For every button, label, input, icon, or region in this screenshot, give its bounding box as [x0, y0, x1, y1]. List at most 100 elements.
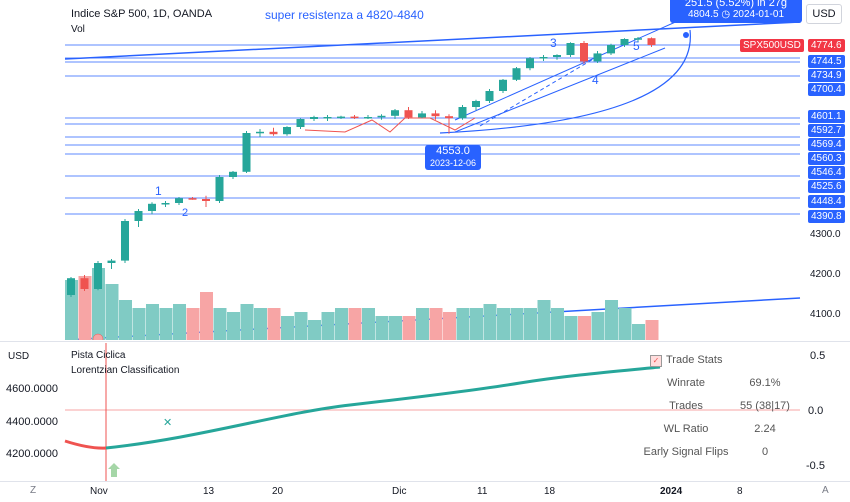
candle-body — [431, 113, 440, 117]
candle-body — [161, 203, 170, 205]
candle-body — [256, 131, 264, 134]
volume-bar — [105, 284, 119, 340]
upper-trendline — [64, 21, 801, 60]
candle-body — [458, 107, 467, 119]
candle-body — [620, 39, 629, 45]
pane-separator[interactable] — [0, 341, 850, 342]
zoom-icon[interactable]: Z — [30, 485, 37, 496]
stat-label-winrate: Winrate — [667, 377, 705, 389]
price-tag-0: 4774.6 — [808, 39, 845, 52]
candle-body — [566, 43, 575, 55]
measure-tooltip[interactable]: 251.5 (5.52%) in 27g 4804.5 ◷ 2024-01-01 — [670, 0, 802, 23]
candle-body — [323, 117, 332, 119]
osc-right-tick-1: 0.5 — [810, 350, 826, 362]
stat-label-early-flips: Early Signal Flips — [643, 446, 729, 458]
wave-label-3: 3 — [550, 36, 557, 50]
price-tick-4100: 4100.0 — [810, 309, 841, 320]
volume-bar — [564, 316, 578, 340]
volume-bar — [159, 308, 173, 340]
currency-button[interactable]: USD — [806, 4, 842, 24]
candle-body — [485, 91, 494, 101]
volume-bar — [497, 308, 510, 340]
cycle-line-red — [64, 439, 107, 450]
time-label-18: 18 — [544, 486, 556, 497]
wave-label-5: 5 — [633, 39, 640, 53]
volume-bar — [78, 276, 92, 340]
candle-body — [296, 119, 305, 127]
signal-marker — [92, 333, 104, 340]
price-chart[interactable] — [0, 0, 850, 340]
volume-bar — [632, 324, 645, 340]
price-tag-9: 4525.6 — [808, 180, 845, 193]
volume-bar — [456, 308, 470, 340]
candle-body — [229, 171, 237, 177]
channel-mid-line — [479, 57, 596, 127]
candle-body — [215, 177, 224, 201]
candle-body — [634, 38, 642, 40]
time-label-11: 11 — [477, 486, 488, 497]
volume-bar — [429, 308, 443, 340]
time-label-2024: 2024 — [660, 486, 683, 497]
time-axis-border — [0, 481, 850, 482]
osc-currency-label[interactable]: USD — [8, 351, 30, 362]
volume-label: Vol — [71, 24, 85, 35]
channel-upper-line — [454, 19, 681, 121]
volume-bars — [65, 268, 659, 340]
candle-body — [107, 260, 116, 263]
volume-bar — [389, 316, 402, 340]
price-tick-4300: 4300.0 — [810, 229, 841, 240]
candle-body — [134, 211, 143, 221]
candle-body — [418, 113, 426, 118]
candle-body — [377, 115, 386, 118]
volume-bar — [483, 304, 497, 340]
trade-stats-title: Trade Stats — [666, 354, 723, 366]
buy-arrow-icon — [108, 463, 120, 477]
time-label-13: 13 — [203, 486, 215, 497]
candle-body — [647, 38, 656, 45]
volume-bar — [470, 308, 483, 340]
price-tag-1: 4744.5 — [808, 55, 845, 68]
candle-body — [188, 198, 197, 200]
volume-bar — [375, 316, 389, 340]
volume-bar — [510, 308, 524, 340]
stat-value-trades: 55 (38|17) — [740, 400, 790, 412]
wave-label-4: 4 — [592, 73, 599, 87]
candle-body — [364, 117, 372, 119]
volume-bar — [294, 312, 308, 340]
cycle-line-green — [105, 365, 661, 450]
oscillator-chart[interactable]: ✕ — [0, 343, 850, 481]
candle-body — [310, 117, 318, 119]
time-label-dic: Dic — [392, 486, 407, 497]
osc-title-2: Lorentzian Classification — [71, 365, 180, 376]
price-tag-3: 4700.4 — [808, 83, 845, 96]
trade-stats-icon[interactable]: ✓ — [650, 355, 662, 367]
resistance-annotation[interactable]: super resistenza a 4820-4840 — [265, 8, 424, 22]
candle-body — [445, 116, 453, 119]
candlesticks — [67, 37, 656, 297]
volume-bar — [254, 308, 267, 340]
volume-bar — [416, 308, 429, 340]
candle-body — [175, 198, 183, 203]
measure-line2: 4804.5 ◷ 2024-01-01 — [687, 9, 785, 20]
price-tick-4200: 4200.0 — [810, 269, 841, 280]
candle-body — [607, 45, 615, 54]
stat-value-winrate: 69.1% — [749, 377, 781, 389]
osc-title-1: Pista Ciclica — [71, 350, 126, 361]
auto-scale-icon[interactable]: A — [822, 485, 829, 496]
candle-body — [499, 79, 507, 91]
volume-bar — [119, 300, 132, 340]
candle-body — [283, 127, 291, 135]
candle-body — [580, 43, 588, 62]
candle-body — [391, 110, 399, 116]
channel-lower-line — [454, 47, 666, 133]
volume-bar — [578, 316, 591, 340]
candle-body — [553, 55, 561, 57]
point-date: 2023-12-06 — [429, 158, 477, 168]
candle-body — [242, 133, 251, 172]
candle-body — [148, 203, 156, 211]
volume-bar — [551, 308, 564, 340]
red-zigzag — [304, 117, 476, 133]
point-tooltip[interactable]: 4553.0 2023-12-06 — [425, 145, 481, 170]
stat-value-wl-ratio: 2.24 — [754, 423, 776, 435]
candle-body — [593, 53, 602, 62]
